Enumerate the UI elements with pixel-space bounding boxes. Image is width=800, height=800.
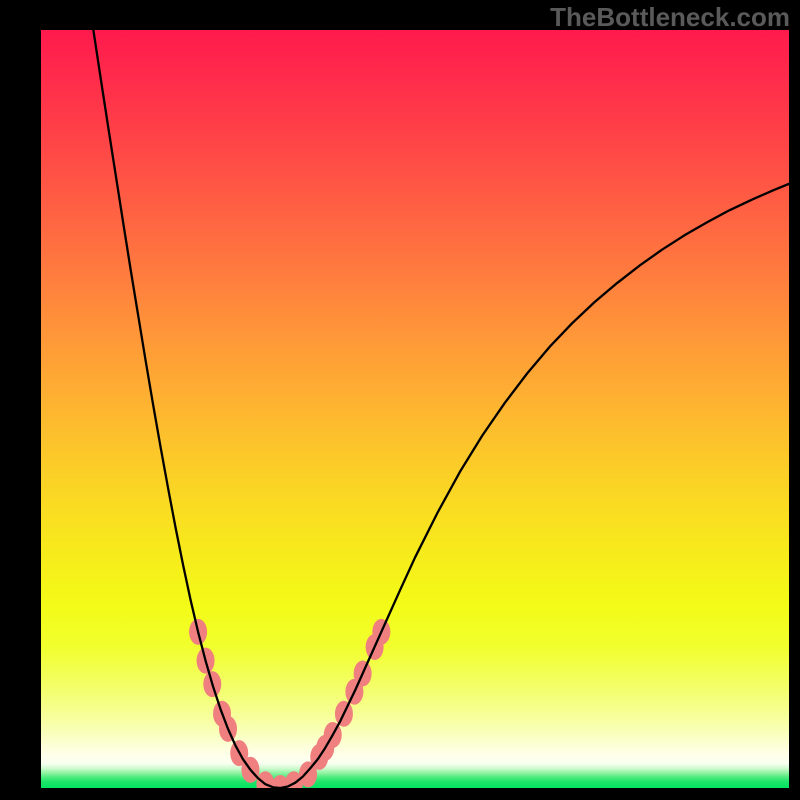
watermark: TheBottleneck.com xyxy=(550,2,790,33)
bottleneck-curve xyxy=(93,30,789,788)
plot-area xyxy=(41,30,789,788)
chart-container: TheBottleneck.com xyxy=(0,0,800,800)
plot-svg xyxy=(41,30,789,788)
